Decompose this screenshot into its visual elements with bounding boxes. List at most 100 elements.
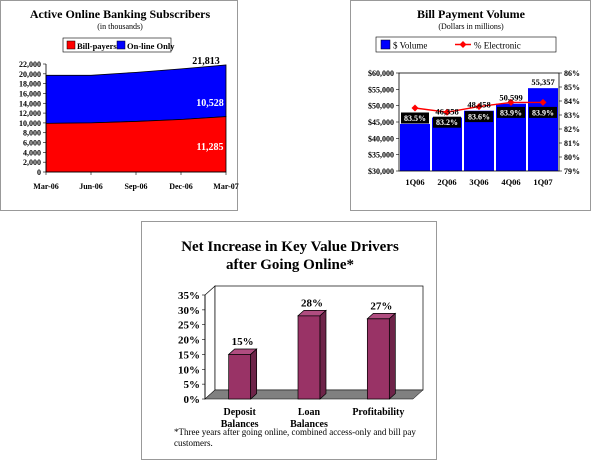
- chart3-y-tick-label: 30%: [178, 305, 200, 317]
- data-label-electronic: 83.9%: [500, 108, 522, 117]
- chart2-y-tick-label: $45,000: [368, 118, 394, 127]
- chart1-x-tick-label: Dec-06: [169, 182, 193, 191]
- bar-deposit-balances: [228, 354, 252, 400]
- chart3-x-tick-label: Loan: [298, 407, 321, 418]
- chart2-x-tick-label: 4Q06: [501, 177, 520, 187]
- legend-label-electronic: % Electronic: [474, 41, 521, 51]
- chart3-title: Net Increase in Key Value Drivers: [181, 239, 399, 255]
- bar-profitability: [366, 318, 390, 400]
- legend-swatch-bill-payers: [66, 40, 76, 50]
- chart3-y-tick-label: 15%: [178, 349, 200, 361]
- chart1-y-tick-label: 8,000: [23, 129, 41, 138]
- chart1-legend: Bill-payers On-line Only: [62, 37, 175, 53]
- data-label-volume: 48,458: [467, 100, 490, 110]
- chart3-y-tick-label: 25%: [178, 320, 200, 332]
- chart1-title: Active Online Banking Subscribers: [30, 7, 211, 21]
- chart1-y-tick-label: 16,000: [19, 89, 41, 98]
- chart1-x-tick-label: Jun-06: [79, 182, 103, 191]
- chart2-title: Bill Payment Volume: [417, 7, 526, 21]
- data-label-electronic: 83.9%: [532, 108, 554, 117]
- chart2-y-tick-label: $50,000: [368, 102, 394, 111]
- chart-online-subscribers: Active Online Banking Subscribers (in th…: [19, 7, 239, 191]
- chart2-y2-tick-label: 86%: [564, 69, 580, 78]
- chart2-legend: $ Volume % Electronic: [375, 36, 557, 53]
- chart2-y-tick-label: $30,000: [368, 167, 394, 176]
- chart1-y-tick-label: 22,000: [19, 60, 41, 69]
- data-label-volume: 50,599: [499, 93, 522, 103]
- chart2-y-tick-label: $40,000: [368, 134, 394, 143]
- data-label-electronic-box: [529, 106, 557, 118]
- chart2-x-tick-label: 3Q06: [469, 177, 488, 187]
- legend-label-volume: $ Volume: [393, 41, 427, 51]
- chart3-x-tick-label: Balances: [290, 419, 328, 430]
- chart2-y-tick-label: $35,000: [368, 151, 394, 160]
- chart1-y-tick-label: 0: [37, 168, 41, 177]
- chart2-y2-tick-label: 84%: [564, 97, 580, 106]
- chart3-y-tick-label: 5%: [184, 379, 201, 391]
- data-label-volume: 46,358: [435, 107, 458, 117]
- legend-swatch-volume: [380, 39, 391, 50]
- data-label-value: 27%: [370, 300, 392, 312]
- marker-electronic-2Q06: [443, 108, 451, 116]
- marker-electronic-1Q07: [539, 98, 547, 106]
- chart3-y-tick-label: 10%: [178, 364, 200, 376]
- chart3-y-tick-label: 20%: [178, 335, 200, 347]
- chart3-y-tick-label: 35%: [178, 290, 200, 302]
- chart2-x-tick-label: 1Q06: [405, 177, 424, 187]
- chart-bill-payment-panel: Bill Payment Volume (Dollars in millions…: [350, 0, 591, 211]
- data-label-value: 28%: [301, 297, 323, 309]
- data-label-value: 15%: [232, 336, 254, 348]
- legend-label-online-only: On-line Only: [127, 41, 175, 51]
- data-label-electronic: 83.2%: [436, 118, 458, 127]
- chart2-y2-tick-label: 82%: [564, 125, 580, 134]
- chart1-y-tick-label: 12,000: [19, 109, 41, 118]
- chart3-x-tick-label: Deposit: [224, 407, 257, 418]
- chart3-subtitle: after Going Online*: [226, 257, 354, 273]
- chart1-y-tick-label: 2,000: [23, 158, 41, 167]
- chart1-y-tick-label: 18,000: [19, 80, 41, 89]
- bar-side-face: [319, 309, 327, 400]
- chart2-y2-tick-label: 81%: [564, 139, 580, 148]
- chart2-y-tick-label: $55,000: [368, 85, 394, 94]
- chart-bill-payment-volume: Bill Payment Volume (Dollars in millions…: [368, 7, 580, 187]
- chart1-bill-payers-label: 11,285: [197, 142, 224, 153]
- chart1-y-tick-label: 4,000: [23, 148, 41, 157]
- data-label-electronic-box: [433, 116, 461, 128]
- data-label-electronic: 83.5%: [404, 114, 426, 123]
- legend-marker-electronic: [459, 41, 467, 48]
- chart-value-drivers: Net Increase in Key Value Drivers after …: [174, 239, 424, 448]
- chart1-x-tick-label: Sep-06: [124, 182, 147, 191]
- data-label-electronic-box: [401, 112, 429, 124]
- chart3-footnote: *Three years after going online, combine…: [174, 427, 418, 448]
- data-label-electronic-box: [497, 106, 525, 118]
- chart3-x-tick-label: Balances: [221, 419, 259, 430]
- bar-loan-balances: [297, 315, 321, 400]
- bar-volume-1Q06: [400, 123, 430, 171]
- chart1-y-tick-label: 14,000: [19, 99, 41, 108]
- chart2-y2-tick-label: 79%: [564, 167, 580, 176]
- chart2-x-tick-label: 1Q07: [533, 177, 553, 187]
- data-label-electronic: 83.6%: [468, 113, 490, 122]
- marker-electronic-3Q06: [475, 103, 483, 111]
- bar-side-face: [388, 312, 396, 400]
- chart3-side-wall: [204, 285, 216, 400]
- chart2-y2-tick-label: 85%: [564, 83, 580, 92]
- chart1-y-tick-label: 6,000: [23, 139, 41, 148]
- chart-online-subscribers-panel: Active Online Banking Subscribers (in th…: [0, 0, 239, 211]
- data-label-electronic-box: [465, 111, 493, 123]
- marker-electronic-4Q06: [507, 98, 515, 106]
- area-online-only: [45, 64, 227, 124]
- chart1-x-tick-label: Mar-06: [33, 182, 58, 191]
- bar-side-face: [250, 348, 258, 400]
- legend-swatch-online-only: [116, 40, 126, 50]
- chart-value-drivers-panel: Net Increase in Key Value Drivers after …: [141, 221, 437, 460]
- chart1-y-tick-label: 20,000: [19, 70, 41, 79]
- chart2-subtitle: (Dollars in millions): [438, 22, 504, 31]
- chart3-y-tick-label: 0%: [184, 394, 201, 406]
- chart3-x-tick-label: Profitability: [352, 407, 404, 418]
- chart1-online-only-label: 10,528: [196, 98, 224, 109]
- legend-label-bill-payers: Bill-payers: [77, 41, 117, 51]
- chart1-total-label: 21,813: [192, 56, 220, 67]
- marker-electronic-1Q06: [411, 104, 419, 112]
- chart2-y2-tick-label: 80%: [564, 153, 580, 162]
